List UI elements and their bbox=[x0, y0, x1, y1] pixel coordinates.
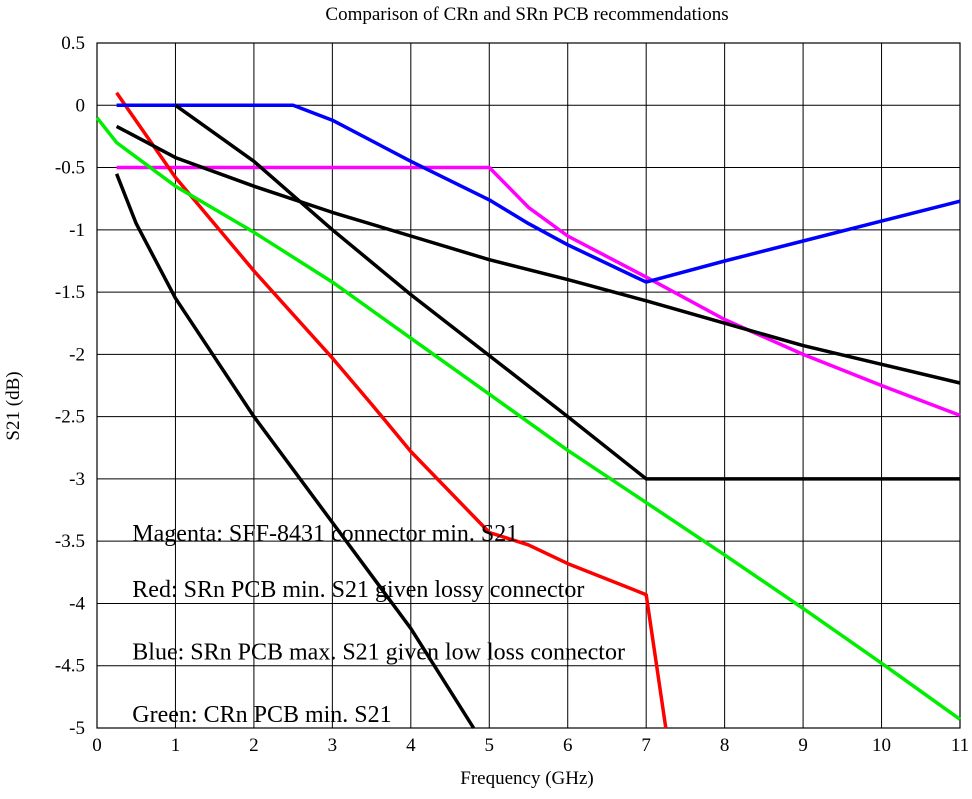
y-tick-label: -3 bbox=[69, 469, 85, 490]
x-tick-labels: 0 1 2 3 4 5 6 7 8 9 10 11 bbox=[92, 735, 969, 756]
x-tick-label: 4 bbox=[406, 735, 416, 756]
x-tick-label: 3 bbox=[328, 735, 338, 756]
x-tick-label: 2 bbox=[249, 735, 259, 756]
y-tick-label: -2.5 bbox=[55, 407, 85, 428]
x-tick-label: 9 bbox=[798, 735, 808, 756]
annotation-4: Green: CRn PCB min. S21 bbox=[132, 702, 391, 728]
y-axis-label: S21 (dB) bbox=[3, 371, 24, 440]
x-tick-label: 0 bbox=[92, 735, 102, 756]
x-tick-label: 6 bbox=[563, 735, 573, 756]
annotation-2: Red: SRn PCB min. S21 given lossy connec… bbox=[132, 577, 584, 603]
y-tick-label: 0.5 bbox=[61, 33, 85, 54]
series-group bbox=[95, 91, 962, 729]
chart-title: Comparison of CRn and SRn PCB recommenda… bbox=[325, 4, 728, 25]
plot-frame bbox=[96, 42, 961, 729]
annotation-1: Magenta: SFF-8431 connector min. S21 bbox=[132, 521, 518, 547]
y-tick-label: -1 bbox=[69, 220, 85, 241]
series-line-7 bbox=[114, 173, 476, 729]
series-line-5 bbox=[115, 124, 961, 385]
y-tick-label: -1.5 bbox=[55, 282, 85, 303]
x-tick-label: 8 bbox=[720, 735, 730, 756]
x-tick-label: 5 bbox=[485, 735, 495, 756]
series-line-4 bbox=[95, 116, 962, 721]
series-line-2 bbox=[115, 91, 668, 729]
x-axis-label: Frequency (GHz) bbox=[460, 768, 593, 789]
series-line-3 bbox=[116, 103, 961, 284]
y-tick-label: -4 bbox=[69, 593, 85, 614]
y-tick-labels: 0.5 0 -0.5 -1 -1.5 -2 -2.5 -3 -3.5 -4 -4.5 -5 bbox=[55, 33, 86, 739]
y-tick-label: -0.5 bbox=[55, 158, 85, 179]
annotations: Magenta: SFF-8431 connector min. S21 Red:… bbox=[132, 521, 625, 728]
annotation-3: Blue: SRn PCB max. S21 given low loss co… bbox=[132, 640, 625, 666]
x-tick-label: 1 bbox=[171, 735, 181, 756]
x-tick-label: 11 bbox=[951, 735, 969, 756]
y-tick-label: 0 bbox=[76, 95, 86, 116]
y-tick-label: -4.5 bbox=[55, 656, 85, 677]
y-tick-label: -2 bbox=[69, 344, 85, 365]
x-tick-label: 7 bbox=[641, 735, 651, 756]
series-line-1 bbox=[116, 165, 961, 418]
series-line-6 bbox=[174, 103, 960, 481]
y-tick-label: -5 bbox=[69, 718, 85, 739]
y-tick-label: -3.5 bbox=[55, 531, 85, 552]
plot-border bbox=[96, 42, 961, 729]
x-tick-label: 10 bbox=[872, 735, 891, 756]
